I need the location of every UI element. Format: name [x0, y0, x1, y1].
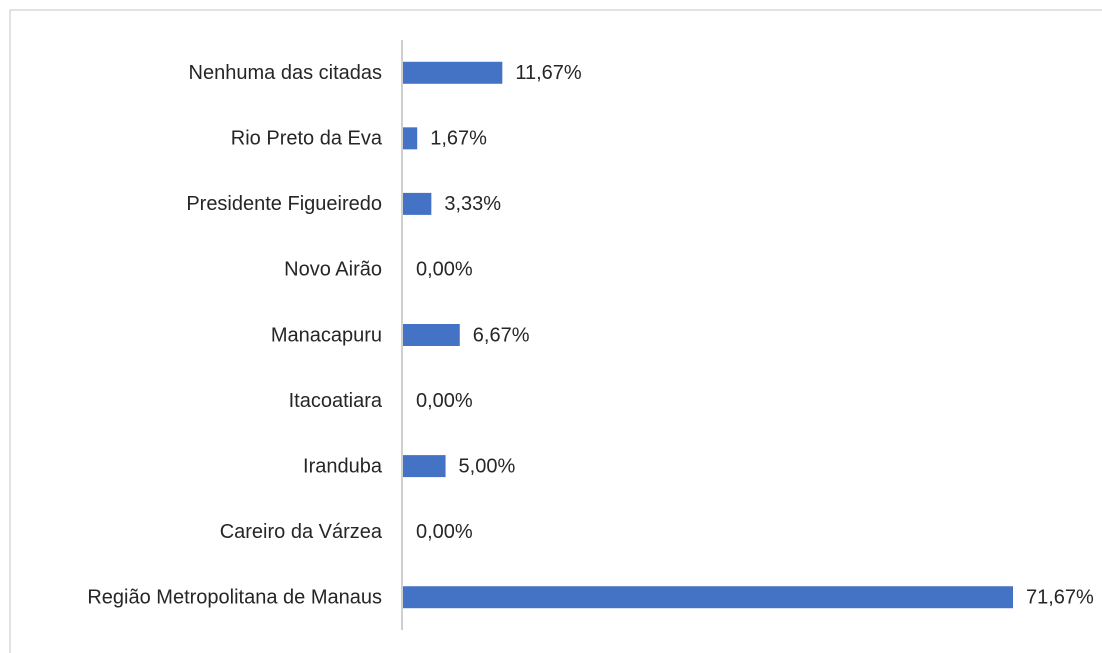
value-label: 0,00%: [416, 390, 473, 412]
value-label: 0,00%: [416, 259, 473, 281]
value-label: 11,67%: [515, 62, 582, 84]
bar: [403, 324, 460, 346]
value-label: 71,67%: [1026, 587, 1094, 609]
value-label: 1,67%: [430, 128, 487, 150]
value-label: 6,67%: [473, 324, 530, 346]
value-label: 5,00%: [459, 455, 516, 477]
category-label: Região Metropolitana de Manaus: [87, 587, 382, 609]
category-label: Manacapuru: [271, 324, 382, 346]
category-label: Careiro da Várzea: [220, 521, 383, 543]
category-label: Novo Airão: [284, 259, 382, 281]
bar: [403, 192, 432, 215]
bar: [403, 455, 446, 478]
category-label: Itacoatiara: [289, 390, 383, 412]
category-label: Rio Preto da Eva: [231, 128, 383, 150]
category-label: Iranduba: [303, 455, 383, 477]
category-label: Presidente Figueiredo: [186, 193, 382, 215]
value-label: 3,33%: [444, 193, 501, 215]
value-label: 0,00%: [416, 521, 473, 543]
bar: [403, 586, 1013, 609]
category-label: Nenhuma das citadas: [189, 62, 382, 84]
chart-frame: [9, 9, 1102, 653]
bar: [403, 61, 503, 84]
bar: [403, 127, 418, 150]
